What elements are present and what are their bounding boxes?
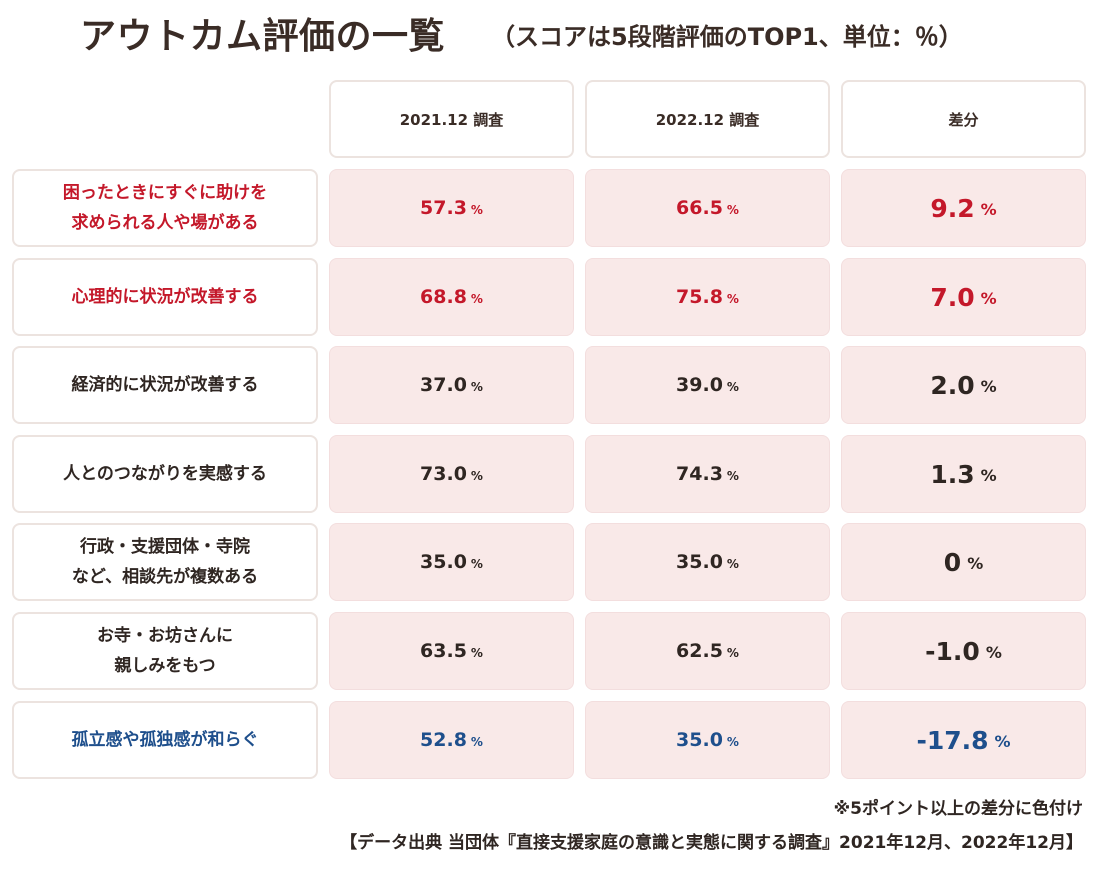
- difference-cell: 1.3%: [841, 435, 1086, 513]
- difference-value: 1.3: [930, 459, 975, 489]
- difference-value: 0: [943, 547, 962, 577]
- value-cell: 35.0%: [329, 523, 574, 601]
- value-cell: 37.0%: [329, 346, 574, 424]
- value-cell: 62.5%: [585, 612, 830, 690]
- difference-cell: 2.0%: [841, 346, 1086, 424]
- difference-value: -17.8: [916, 725, 989, 755]
- score-value: 39.0: [676, 374, 723, 396]
- score-value: 63.5: [420, 640, 467, 662]
- unit-label: %: [980, 465, 997, 485]
- chart-title-area: アウトカム評価の一覧 （スコアは5段階評価のTOP1、単位：％）: [80, 14, 1060, 68]
- unit-label: %: [967, 553, 984, 573]
- unit-label: %: [980, 376, 997, 396]
- score-value: 37.0: [420, 374, 467, 396]
- footnote: ※5ポイント以上の差分に色付け: [833, 799, 1083, 819]
- difference-value: 7.0: [930, 282, 975, 312]
- value-cell: 68.8%: [329, 258, 574, 336]
- unit-label: %: [470, 735, 483, 749]
- unit-label: %: [470, 469, 483, 483]
- value-cell: 35.0%: [585, 523, 830, 601]
- unit-label: %: [726, 203, 739, 217]
- outcome-table: 2021.12 調査 2022.12 調査 差分困ったときにすぐに助けを 求められる…: [12, 80, 1086, 782]
- column-header: 2021.12 調査: [329, 80, 574, 158]
- unit-label: %: [994, 731, 1011, 751]
- unit-label: %: [726, 469, 739, 483]
- chart-subtitle: （スコアは5段階評価のTOP1、単位：％）: [491, 23, 963, 51]
- value-cell: 75.8%: [585, 258, 830, 336]
- value-cell: 73.0%: [329, 435, 574, 513]
- column-header: 2022.12 調査: [585, 80, 830, 158]
- score-value: 52.8: [420, 729, 467, 751]
- difference-value: 2.0: [930, 370, 975, 400]
- chart-title: アウトカム評価の一覧: [80, 16, 446, 57]
- data-source: 【データ出典 当団体『直接支援家庭の意識と実態に関する調査』2021年12月、2…: [340, 833, 1083, 853]
- value-cell: 63.5%: [329, 612, 574, 690]
- difference-cell: -1.0%: [841, 612, 1086, 690]
- score-value: 66.5: [676, 197, 723, 219]
- difference-cell: -17.8%: [841, 701, 1086, 779]
- row-label: 経済的に状況が改善する: [12, 346, 318, 424]
- row-label: 行政・支援団体・寺院 など、相談先が複数ある: [12, 523, 318, 601]
- row-label: 人とのつながりを実感する: [12, 435, 318, 513]
- unit-label: %: [726, 646, 739, 660]
- unit-label: %: [470, 292, 483, 306]
- difference-value: 9.2: [930, 193, 975, 223]
- unit-label: %: [470, 646, 483, 660]
- unit-label: %: [726, 380, 739, 394]
- row-label: 困ったときにすぐに助けを 求められる人や場がある: [12, 169, 318, 247]
- unit-label: %: [980, 288, 997, 308]
- unit-label: %: [726, 292, 739, 306]
- difference-cell: 0%: [841, 523, 1086, 601]
- value-cell: 52.8%: [329, 701, 574, 779]
- row-label: 心理的に状況が改善する: [12, 258, 318, 336]
- score-value: 68.8: [420, 286, 467, 308]
- column-header: 差分: [841, 80, 1086, 158]
- value-cell: 74.3%: [585, 435, 830, 513]
- score-value: 57.3: [420, 197, 467, 219]
- score-value: 35.0: [420, 551, 467, 573]
- difference-value: -1.0: [925, 636, 980, 666]
- score-value: 62.5: [676, 640, 723, 662]
- row-label: お寺・お坊さんに 親しみをもつ: [12, 612, 318, 690]
- score-value: 75.8: [676, 286, 723, 308]
- value-cell: 39.0%: [585, 346, 830, 424]
- score-value: 35.0: [676, 729, 723, 751]
- unit-label: %: [980, 199, 997, 219]
- score-value: 35.0: [676, 551, 723, 573]
- unit-label: %: [470, 380, 483, 394]
- unit-label: %: [470, 203, 483, 217]
- score-value: 74.3: [676, 463, 723, 485]
- value-cell: 35.0%: [585, 701, 830, 779]
- value-cell: 66.5%: [585, 169, 830, 247]
- row-label: 孤立感や孤独感が和らぐ: [12, 701, 318, 779]
- unit-label: %: [726, 735, 739, 749]
- score-value: 73.0: [420, 463, 467, 485]
- unit-label: %: [985, 642, 1002, 662]
- difference-cell: 7.0%: [841, 258, 1086, 336]
- value-cell: 57.3%: [329, 169, 574, 247]
- unit-label: %: [726, 557, 739, 571]
- difference-cell: 9.2%: [841, 169, 1086, 247]
- unit-label: %: [470, 557, 483, 571]
